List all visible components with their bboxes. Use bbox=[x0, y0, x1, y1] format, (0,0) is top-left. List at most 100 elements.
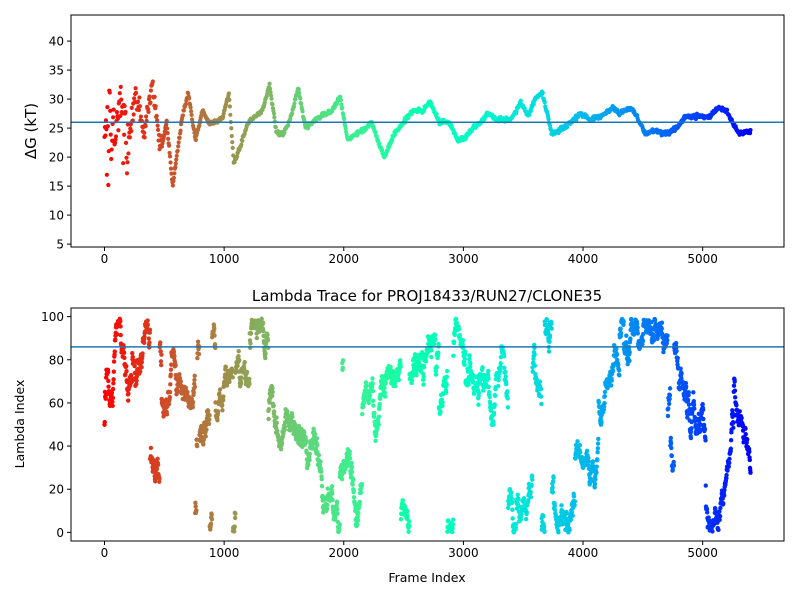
lambda-point bbox=[157, 476, 162, 481]
lambda-point bbox=[359, 481, 365, 487]
lambda-point bbox=[195, 339, 201, 344]
dg-point bbox=[176, 140, 181, 145]
dg-y-ticks: 5 10 15 20 25 30 35 40 bbox=[49, 35, 71, 252]
lambda-point bbox=[233, 511, 238, 516]
lambda-point bbox=[677, 387, 682, 392]
y-tick-label: 30 bbox=[49, 93, 64, 107]
lambda-point bbox=[505, 405, 511, 410]
lambda-point bbox=[726, 464, 731, 469]
lambda-point bbox=[192, 384, 198, 390]
lambda-point bbox=[521, 496, 527, 501]
lambda-point bbox=[236, 348, 241, 354]
dg-point bbox=[226, 91, 232, 96]
lambda-point bbox=[546, 349, 552, 354]
lambda-point bbox=[572, 499, 578, 504]
lambda-point bbox=[688, 429, 694, 435]
lambda-point bbox=[440, 400, 445, 405]
lambda-point bbox=[146, 336, 151, 341]
lambda-point bbox=[440, 403, 445, 409]
lambda-point bbox=[302, 430, 307, 435]
y-tick-label: 15 bbox=[49, 180, 64, 194]
lambda-point bbox=[627, 358, 632, 363]
dg-point bbox=[146, 109, 151, 115]
dg-point bbox=[168, 160, 173, 165]
lambda-point bbox=[659, 320, 665, 325]
lambda-point bbox=[460, 338, 466, 343]
lambda-point bbox=[594, 470, 599, 475]
lambda-point bbox=[731, 425, 736, 430]
lambda-point bbox=[310, 446, 315, 451]
lambda-point bbox=[510, 507, 515, 512]
lambda-point bbox=[466, 382, 471, 387]
dg-point bbox=[189, 109, 194, 114]
lambda-point bbox=[615, 362, 621, 367]
lambda-point bbox=[193, 500, 198, 506]
lambda-point bbox=[530, 477, 535, 482]
lambda-point bbox=[588, 479, 594, 485]
lambda-point bbox=[382, 386, 387, 391]
lambda-point bbox=[748, 470, 753, 475]
lambda-point bbox=[177, 372, 182, 377]
lambda-point bbox=[356, 511, 361, 517]
lambda-point bbox=[361, 400, 367, 406]
dg-point bbox=[282, 130, 287, 135]
lambda-point bbox=[668, 441, 674, 446]
dg-point bbox=[434, 112, 439, 117]
lambda-point bbox=[315, 443, 320, 448]
lambda-point bbox=[668, 435, 674, 441]
lambda-point bbox=[221, 394, 226, 399]
lambda-point bbox=[164, 412, 170, 417]
lambda-point bbox=[215, 409, 221, 414]
lambda-point bbox=[599, 420, 604, 425]
lambda-point bbox=[260, 320, 266, 326]
lambda-point bbox=[370, 381, 375, 387]
lambda-point bbox=[239, 375, 244, 380]
lambda-point bbox=[432, 332, 438, 337]
dg-point bbox=[178, 128, 183, 133]
lambda-point bbox=[592, 485, 597, 490]
dg-point bbox=[230, 140, 235, 145]
lambda-point bbox=[244, 369, 250, 375]
lambda-point bbox=[212, 333, 217, 338]
lambda-point bbox=[524, 510, 529, 515]
lambda-point bbox=[686, 390, 691, 395]
lambda-point bbox=[673, 340, 679, 346]
lambda-point bbox=[590, 459, 596, 464]
lambda-point bbox=[334, 500, 340, 505]
lambda-point bbox=[340, 358, 346, 363]
lambda-point bbox=[212, 342, 218, 347]
dg-point bbox=[389, 138, 395, 143]
lambda-point bbox=[476, 390, 482, 396]
lambda-point bbox=[498, 361, 503, 366]
lambda-point bbox=[125, 398, 131, 403]
lambda-point bbox=[660, 331, 665, 336]
x-tick-label: 4000 bbox=[568, 546, 599, 560]
lambda-point bbox=[319, 476, 324, 482]
lambda-point bbox=[451, 353, 456, 358]
lambda-point bbox=[134, 378, 139, 383]
dg-point bbox=[133, 86, 138, 91]
lambda-point bbox=[495, 383, 501, 389]
lambda-point bbox=[376, 422, 381, 427]
dg-point bbox=[172, 171, 177, 176]
dg-point bbox=[183, 102, 188, 107]
lambda-point bbox=[532, 363, 538, 368]
lambda-point bbox=[743, 426, 748, 431]
lambda-point bbox=[731, 420, 736, 425]
lambda-point bbox=[414, 373, 419, 378]
lambda-point bbox=[661, 349, 666, 355]
lambda-point bbox=[376, 414, 382, 419]
lambda-point bbox=[702, 427, 708, 432]
lambda-point bbox=[683, 380, 689, 386]
dg-point bbox=[123, 109, 128, 114]
lambda-point bbox=[159, 362, 164, 368]
lambda-point bbox=[614, 352, 620, 357]
dg-point bbox=[724, 107, 730, 112]
lambda-point bbox=[700, 401, 705, 407]
lambda-point bbox=[614, 346, 619, 351]
dg-point bbox=[113, 134, 119, 139]
lambda-point bbox=[270, 389, 275, 395]
lambda-point bbox=[147, 327, 153, 333]
lambda-point bbox=[263, 351, 268, 356]
dg-point bbox=[136, 107, 142, 113]
